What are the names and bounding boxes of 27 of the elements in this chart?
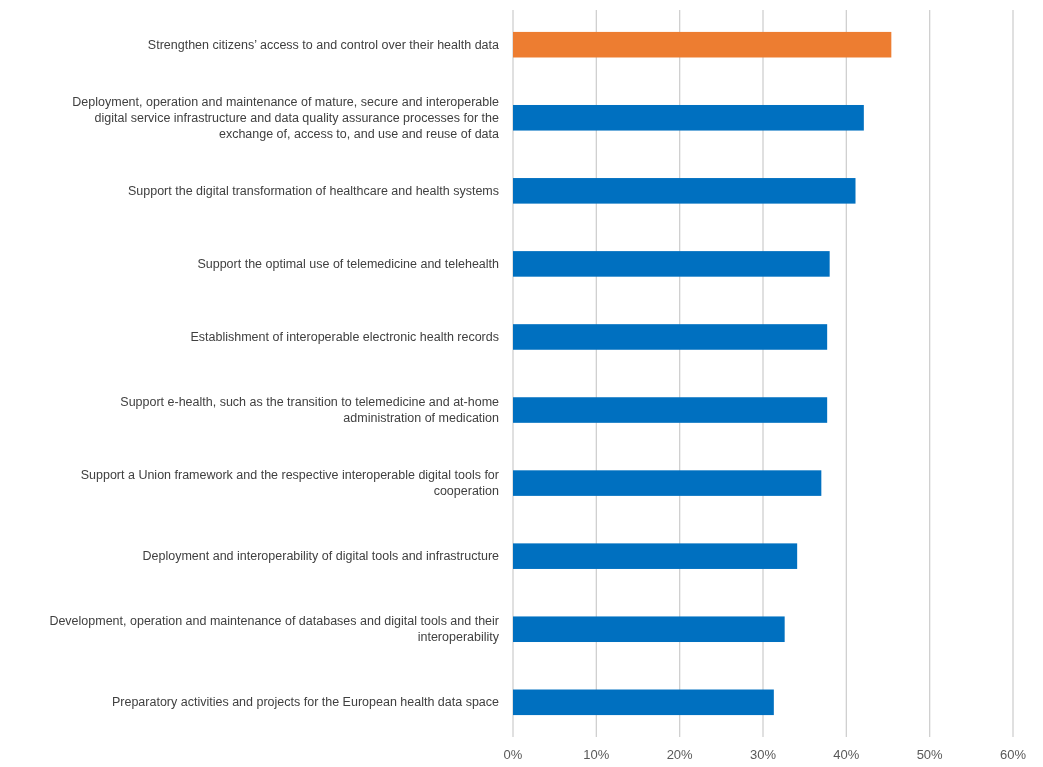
y-tick-label: Strengthen citizens’ access to and control over their health data	[147, 37, 500, 52]
y-tick-label: Support a Union framework and the respective interoperable digital tools for cooperation	[80, 468, 500, 499]
x-tick-label: 30%	[749, 747, 777, 762]
bar	[513, 104, 864, 131]
bar	[513, 616, 785, 643]
bar	[513, 543, 798, 569]
bar	[513, 324, 828, 350]
bar	[513, 470, 822, 496]
bar	[513, 31, 892, 58]
y-tick-label: Support the optimal use of telemedicine and telehealth	[197, 256, 500, 271]
x-tick-label: 0%	[503, 747, 523, 762]
y-tick-label: Development, operation and maintenance of databases and digital tools and their interoperability	[49, 614, 500, 645]
x-tick-label: 60%	[999, 747, 1027, 762]
bar	[513, 251, 830, 277]
bar	[513, 397, 828, 423]
x-tick-label: 50%	[916, 747, 944, 762]
x-tick-label: 40%	[833, 747, 860, 762]
y-tick-label: Preparatory activities and projects for the European health data space	[111, 695, 500, 710]
bar	[513, 178, 856, 204]
y-tick-label: Establishment of interoperable electronic health records	[190, 329, 499, 344]
x-tick-label: 10%	[583, 747, 610, 762]
y-tick-label: Support the digital transformation of healthcare and health systems	[127, 183, 499, 198]
y-tick-label: Deployment and interoperability of digital tools and infrastructure	[142, 549, 500, 564]
bar	[513, 689, 774, 716]
x-tick-label: 20%	[666, 747, 694, 762]
y-tick-label: Support e-health, such as the transition to telemedicine and at-home administration of medication	[120, 395, 500, 426]
y-tick-label: Deployment, operation and maintenance of mature, secure and interoperable digital service infrastructure and data quality assurance processes for the exchange of, access to, and use and reuse of data	[72, 94, 500, 141]
